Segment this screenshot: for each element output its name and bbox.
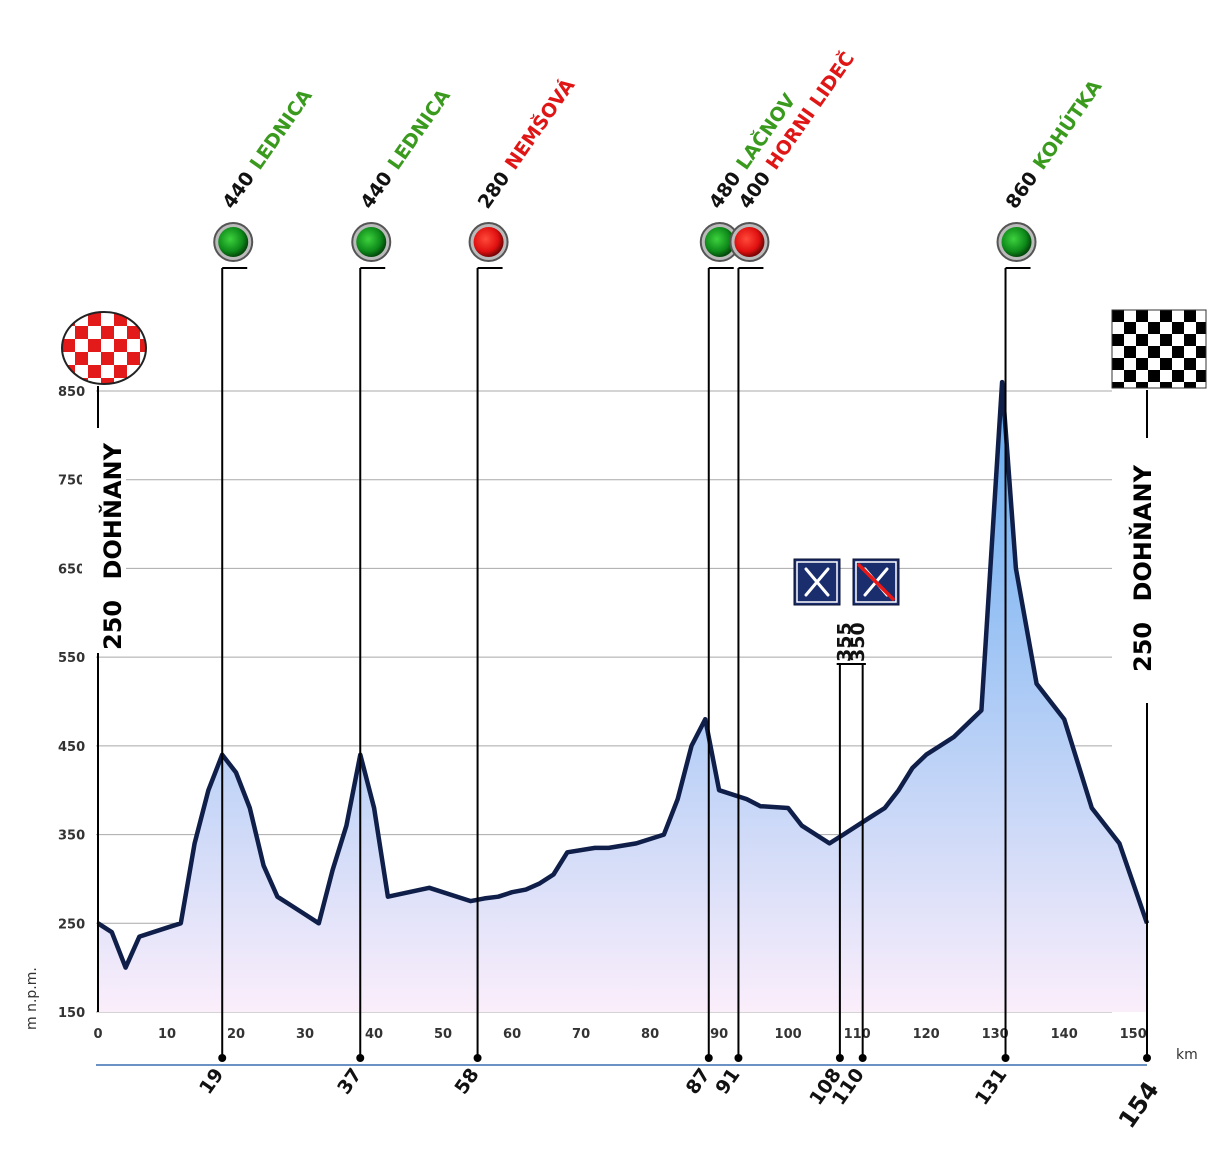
x-tick-label-140: 140 xyxy=(1051,1027,1078,1042)
start-label: 250 DOHŇANY xyxy=(98,442,127,650)
elevation-fill xyxy=(98,382,1147,1013)
knife-icon xyxy=(804,567,830,597)
x-tick-label-130: 130 xyxy=(982,1027,1009,1042)
climb-elevation: 860 xyxy=(1002,168,1043,213)
green-ball-icon xyxy=(1001,227,1032,257)
x-axis-unit: km xyxy=(1176,1047,1198,1063)
finish-elevation: 250 xyxy=(1129,622,1157,672)
finish-km-label: 154 xyxy=(1113,1076,1165,1133)
start-checkered-oval-icon xyxy=(61,311,147,385)
climb-label: 440LEDNICA xyxy=(218,85,317,213)
x-tick-label-70: 70 xyxy=(572,1027,590,1042)
feed-zone-end-icon xyxy=(852,558,900,606)
green-ball-icon xyxy=(356,227,387,257)
red-ball-icon xyxy=(473,227,504,257)
elevation-line xyxy=(96,379,1150,970)
finish-name: DOHŇANY xyxy=(1128,464,1157,601)
climb-elevation: 400 xyxy=(735,168,776,213)
marker-km-label: 19 xyxy=(195,1064,228,1098)
x-tick-label-50: 50 xyxy=(434,1027,452,1042)
x-tick-label-120: 120 xyxy=(913,1027,940,1042)
climb-elevation: 440 xyxy=(218,168,259,213)
y-tick-label-550: 550 xyxy=(58,651,85,666)
finish-km-dot xyxy=(1143,1054,1151,1062)
icon-frame xyxy=(796,561,838,603)
x-tick-label-0: 0 xyxy=(93,1027,102,1042)
y-tick-label-250: 250 xyxy=(58,917,85,932)
x-tick-label-60: 60 xyxy=(503,1027,521,1042)
y-tick-label-350: 350 xyxy=(58,829,85,844)
x-tick-label-20: 20 xyxy=(227,1027,245,1042)
x-axis-tick-labels: 0 10 20 30 40 50 60 70 80 90 100 110 120 130 140 150 xyxy=(93,1027,1147,1066)
y-axis-tick-labels: 150 250 350 450 550 650 750 850 xyxy=(58,385,85,1021)
marker-km-label: 58 xyxy=(450,1064,483,1098)
x-tick-label-150: 150 xyxy=(1120,1027,1147,1042)
climb-elevation: 280 xyxy=(474,168,515,213)
climb-name: NEMŠOVÁ xyxy=(499,74,579,174)
x-tick-label-90: 90 xyxy=(710,1027,728,1042)
elevation-area xyxy=(96,379,1150,1013)
green-ball-icon xyxy=(218,227,249,257)
end-cross-icon xyxy=(857,563,895,601)
climb-label: 860KOHÚTKA xyxy=(1000,75,1107,213)
y-tick-label-450: 450 xyxy=(58,740,85,755)
finish-checkered-flag-icon xyxy=(1111,309,1207,389)
green-ball-icon xyxy=(704,227,735,257)
feed-zone-start-icon xyxy=(793,558,841,606)
climb-name: LEDNICA xyxy=(384,85,455,174)
y-tick-label-850: 850 xyxy=(58,385,85,400)
marker-km-label: 87 xyxy=(682,1064,715,1098)
y-tick-label-650: 650 xyxy=(58,562,85,577)
start-name: DOHŇANY xyxy=(98,442,127,579)
climb-label: 280NEMŠOVÁ xyxy=(472,74,580,213)
marker-km-label: 91 xyxy=(711,1064,744,1098)
x-tick-label-10: 10 xyxy=(158,1027,176,1042)
x-tick-label-40: 40 xyxy=(365,1027,383,1042)
feed-elevation: 350 xyxy=(847,622,869,662)
climb-label: 440LEDNICA xyxy=(356,85,455,213)
climb-name: LEDNICA xyxy=(246,85,317,174)
x-tick-label-80: 80 xyxy=(641,1027,659,1042)
y-axis-label: m n.p.m. xyxy=(24,967,40,1030)
x-tick-label-110: 110 xyxy=(844,1027,871,1042)
red-ball-icon xyxy=(734,227,765,257)
climb-elevation: 440 xyxy=(356,168,397,213)
feed-elevation: 355 xyxy=(834,622,856,662)
icon-frame xyxy=(855,561,897,603)
y-tick-label-150: 150 xyxy=(58,1006,85,1021)
marker-km-label: 37 xyxy=(333,1064,366,1098)
climb-elevation: 480 xyxy=(705,168,746,213)
marker-km-label: 131 xyxy=(971,1064,1012,1109)
climb-label: 400HORNI LIDEČ xyxy=(733,47,859,213)
y-tick-label-750: 750 xyxy=(58,474,85,489)
start-elevation: 250 xyxy=(99,600,127,650)
climb-name: KOHÚTKA xyxy=(1027,75,1106,174)
x-tick-label-100: 100 xyxy=(775,1027,802,1042)
x-tick-label-30: 30 xyxy=(296,1027,314,1042)
finish-label: 250 DOHŇANY xyxy=(1128,464,1157,672)
